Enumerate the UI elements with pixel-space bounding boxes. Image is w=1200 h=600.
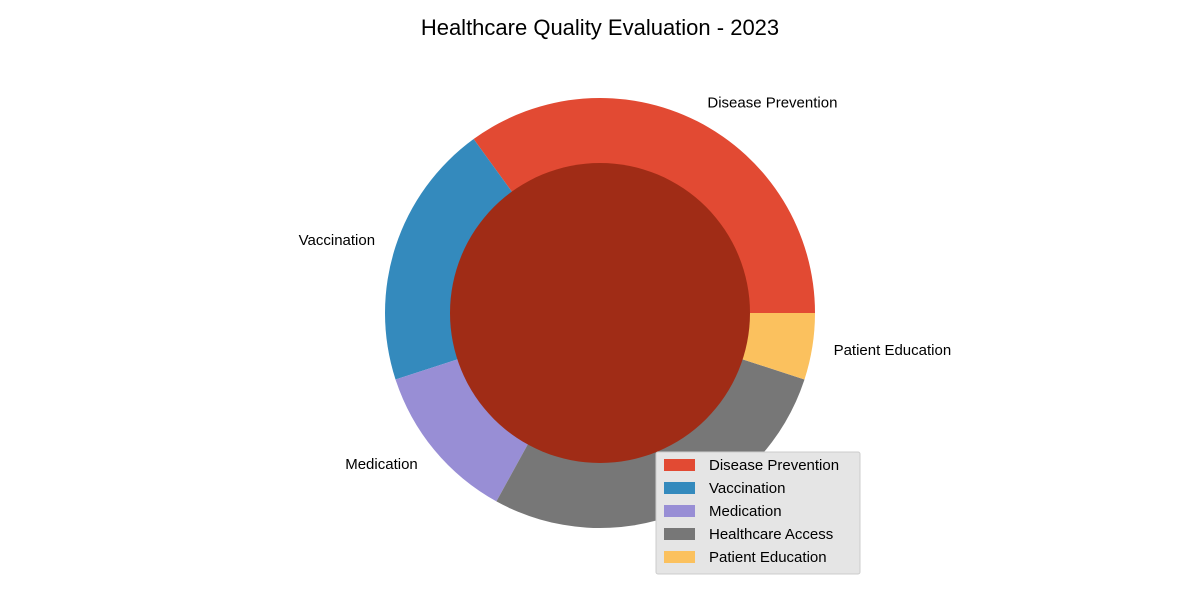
legend-label-patient-education: Patient Education <box>709 549 827 566</box>
legend-background <box>655 451 861 575</box>
legend-swatch-disease-prevention <box>664 459 695 471</box>
slice-label-vaccination: Vaccination <box>299 232 375 249</box>
slice-label-patient-education: Patient Education <box>834 342 952 359</box>
legend-swatch-healthcare-access <box>664 528 695 540</box>
legend-swatch-patient-education <box>664 551 695 563</box>
slice-label-medication: Medication <box>345 456 418 473</box>
donut-center <box>450 163 750 463</box>
legend-label-vaccination: Vaccination <box>709 480 785 497</box>
legend-label-disease-prevention: Disease Prevention <box>709 457 839 474</box>
legend-swatch-medication <box>664 505 695 517</box>
legend-label-healthcare-access: Healthcare Access <box>709 526 833 543</box>
slice-label-disease-prevention: Disease Prevention <box>707 94 837 111</box>
legend-swatch-vaccination <box>664 482 695 494</box>
chart-title: Healthcare Quality Evaluation - 2023 <box>421 15 779 40</box>
legend: Disease Prevention Vaccination Medication H… <box>655 451 861 575</box>
legend-label-medication: Medication <box>709 503 782 520</box>
